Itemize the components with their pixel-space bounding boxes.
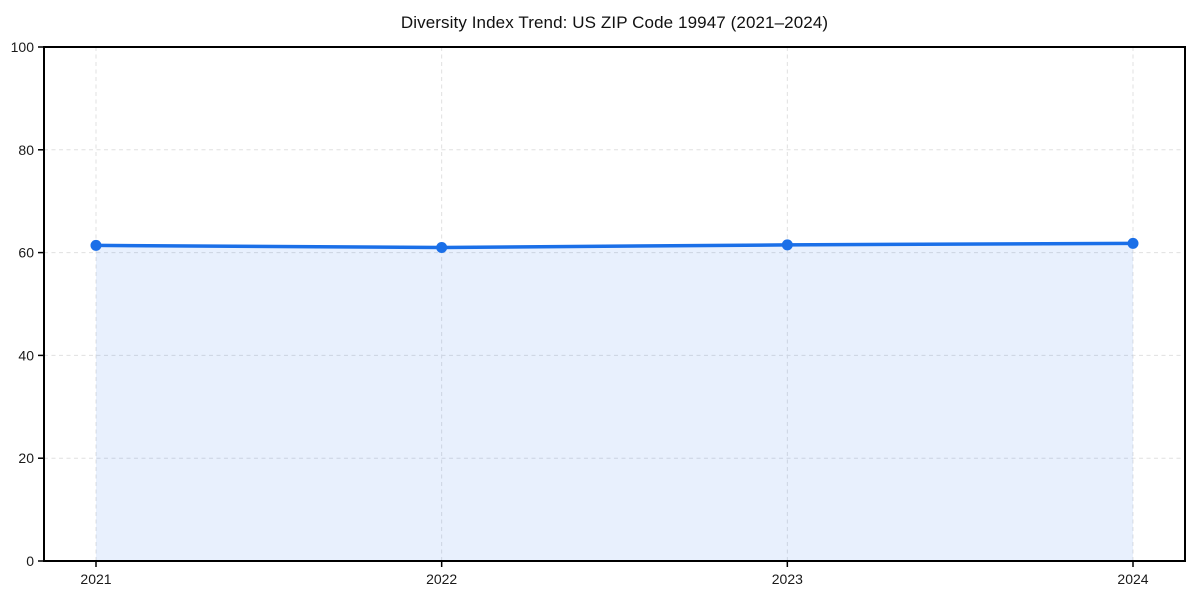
- y-tick-label: 60: [18, 245, 34, 261]
- x-tick-label: 2021: [80, 571, 111, 587]
- plot-border: [43, 46, 1186, 562]
- x-tick-label: 2023: [772, 571, 803, 587]
- data-point-marker: [781, 239, 793, 251]
- x-tick-label: 2022: [426, 571, 457, 587]
- trend-line: [94, 241, 1135, 250]
- y-tick-label: 0: [26, 553, 34, 569]
- data-point-marker: [436, 241, 448, 253]
- x-tick-label: 2024: [1117, 571, 1148, 587]
- y-tick-label: 40: [18, 347, 34, 363]
- y-tick-label: 100: [11, 39, 35, 55]
- chart-title: Diversity Index Trend: US ZIP Code 19947…: [400, 13, 829, 32]
- y-tick-label: 80: [18, 142, 34, 158]
- data-point-marker: [90, 239, 102, 251]
- data-point-marker: [1127, 237, 1139, 249]
- area-fill: [96, 243, 1133, 561]
- y-tick-label: 20: [18, 450, 34, 466]
